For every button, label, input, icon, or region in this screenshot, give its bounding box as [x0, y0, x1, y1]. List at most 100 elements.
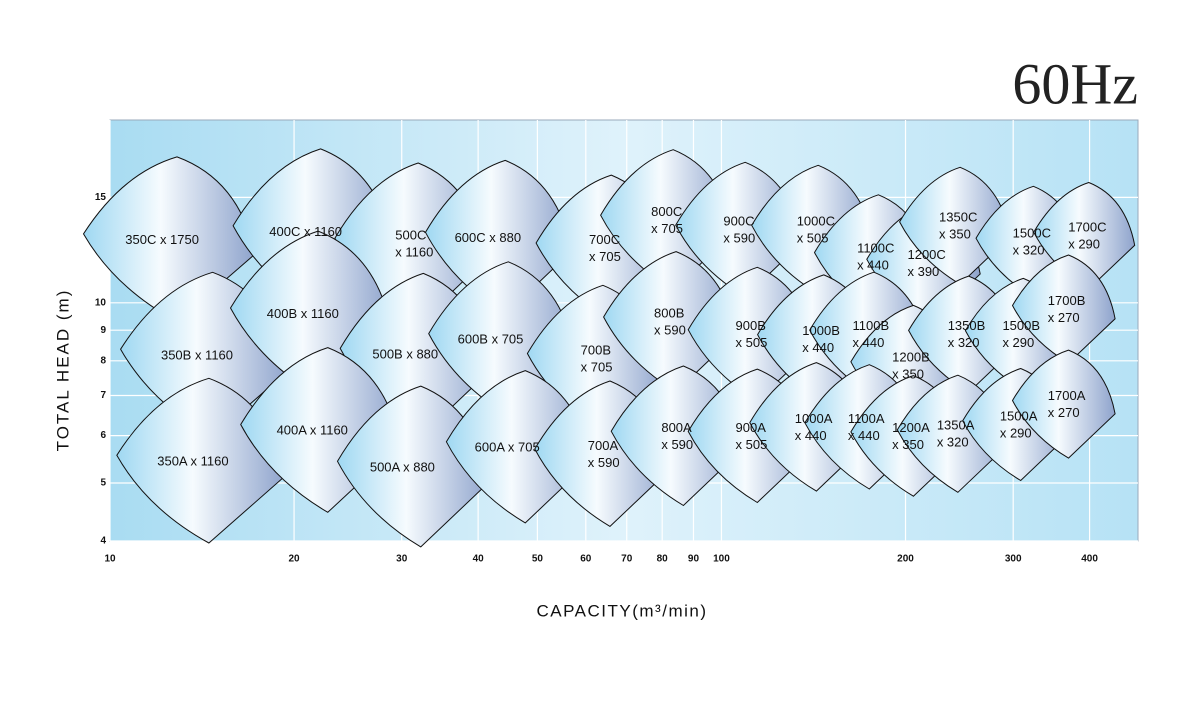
region-label: x 320: [937, 435, 969, 450]
region-label: 1200A: [892, 420, 930, 435]
x-tick-label: 10: [104, 554, 116, 565]
region-label: 700B: [581, 342, 611, 357]
x-tick-label: 60: [580, 554, 592, 565]
x-tick-label: 80: [657, 554, 669, 565]
region-label: x 290: [1002, 335, 1034, 350]
region-label: x 705: [651, 221, 683, 236]
region-label: x 440: [802, 340, 834, 355]
region-label: x 290: [1068, 237, 1100, 252]
y-tick-label: 9: [100, 325, 106, 336]
y-tick-label: 7: [100, 390, 106, 401]
region-label: 1700B: [1048, 293, 1086, 308]
region-label: 1100A: [848, 411, 885, 426]
region-label: x 505: [797, 231, 829, 246]
x-axis-title: CAPACITY(m³/min): [536, 601, 707, 620]
region-label: x 505: [736, 437, 768, 452]
y-tick-label: 10: [95, 297, 107, 308]
region-label: x 350: [892, 367, 924, 382]
region-label: x 590: [588, 455, 620, 470]
region-label: 1000A: [795, 411, 833, 426]
region-label: 600B x 705: [458, 331, 524, 346]
region-label: 1700C: [1068, 220, 1106, 235]
y-tick-label: 5: [100, 478, 106, 489]
region-label: 800A: [661, 420, 692, 435]
region-label: 1350C: [939, 210, 977, 225]
region-label: x 270: [1048, 405, 1080, 420]
region-label: x 705: [581, 359, 613, 374]
region-label: 1500C: [1013, 226, 1051, 241]
region-label: x 350: [939, 227, 971, 242]
region-label: 1350B: [948, 318, 986, 333]
region-label: 500B x 880: [372, 346, 438, 361]
region-label: 1700A: [1048, 388, 1086, 403]
region: [1011, 254, 1116, 364]
region: [899, 166, 1012, 285]
region-label: 700C: [589, 232, 620, 247]
region-label: 1000C: [797, 214, 835, 229]
regions: [82, 148, 1136, 548]
x-tick-label: 20: [289, 554, 301, 565]
x-tick-label: 200: [897, 554, 914, 565]
region-label: x 1160: [395, 245, 433, 260]
region-label: 1000B: [802, 323, 840, 338]
region-label: 1350A: [937, 418, 975, 433]
region-label: x 440: [853, 335, 885, 350]
x-tick-label: 400: [1081, 554, 1098, 565]
region-label: x 440: [795, 428, 827, 443]
region-label: x 350: [892, 437, 924, 452]
region-label: 1500B: [1002, 318, 1040, 333]
region-label: 400B x 1160: [267, 306, 339, 321]
region-label: 600C x 880: [455, 230, 522, 245]
region-label: 350A x 1160: [157, 453, 228, 468]
region-label: 400C x 1160: [269, 224, 342, 239]
region-label: x 590: [661, 437, 693, 452]
region-label: 900A: [736, 420, 767, 435]
x-tick-label: 300: [1005, 554, 1022, 565]
x-tick-label: 30: [396, 554, 408, 565]
region-label: x 320: [1013, 243, 1045, 258]
region-label: x 270: [1048, 310, 1080, 325]
x-tick-label: 40: [473, 554, 485, 565]
region-labels: 350C x 1750 400C x 1160 500C x 1160 600C x 8…: [125, 204, 1106, 474]
y-tick-label: 4: [100, 536, 106, 547]
y-tick-label: 8: [100, 355, 106, 366]
x-tick-label: 70: [621, 554, 633, 565]
region-label: 350C x 1750: [125, 232, 199, 247]
region-label: 700A: [588, 438, 619, 453]
region-label: x 590: [654, 323, 686, 338]
region-label: x 440: [848, 428, 880, 443]
region-label: 600A x 705: [475, 439, 540, 454]
y-tick-label: 6: [100, 430, 106, 441]
region-label: x 440: [857, 258, 889, 273]
region-label: 1200C: [907, 247, 945, 262]
region-label: 500A x 880: [370, 459, 435, 474]
region-label: 350B x 1160: [161, 347, 233, 362]
region-label: 1500A: [1000, 408, 1038, 423]
region-label: 400A x 1160: [277, 423, 348, 438]
region-label: 500C: [395, 228, 426, 243]
axes: 10 20 30 40 50 60 70 80 90 100 200 300 400 4 5 6 7 8 9 10 15: [95, 192, 1098, 565]
region: [1011, 349, 1116, 459]
x-tick-label: 50: [532, 554, 544, 565]
region-label: x 590: [723, 231, 755, 246]
region-label: 900B: [736, 318, 766, 333]
region-label: x 705: [589, 249, 621, 264]
y-tick-label: 15: [95, 192, 107, 203]
y-axis-title: TOTAL HEAD (m): [53, 289, 72, 452]
region-label: 1100C: [857, 241, 894, 256]
region: [424, 159, 573, 315]
region-label: 900C: [723, 214, 754, 229]
region-label: 1200B: [892, 350, 930, 365]
region-label: x 390: [907, 264, 939, 279]
x-tick-label: 100: [713, 554, 730, 565]
chart-title: 60Hz: [1012, 51, 1138, 116]
x-tick-label: 90: [688, 554, 700, 565]
region-label: 1100B: [853, 318, 890, 333]
region-label: x 320: [948, 335, 980, 350]
region-label: x 505: [736, 335, 768, 350]
region-label: 800C: [651, 204, 682, 219]
region: [603, 251, 738, 393]
region-label: x 290: [1000, 425, 1032, 440]
region-label: 800B: [654, 306, 684, 321]
